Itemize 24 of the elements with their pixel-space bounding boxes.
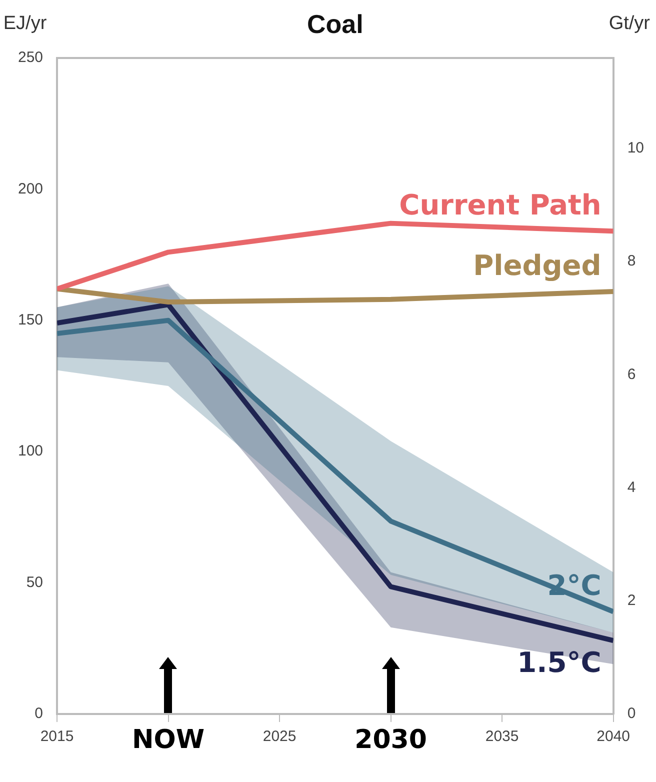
x-tick-label: 2025 (262, 728, 296, 746)
y-tick-label: 150 (18, 312, 44, 329)
series-label: Current Path (399, 188, 602, 222)
y-tick-label: 0 (34, 705, 44, 722)
y-tick-label: 200 (18, 180, 44, 198)
y2-axis-title: Gt/yr (608, 13, 651, 34)
y2-tick-label: 10 (627, 140, 644, 157)
x-tick-label: 2035 (485, 728, 519, 746)
y-axis-title: EJ/yr (3, 13, 48, 34)
series-label: Pledged (473, 248, 602, 282)
series-label: 1.5°C (517, 646, 602, 679)
x-tick-label: 2015 (40, 728, 74, 746)
y2-tick-label: 6 (627, 366, 636, 383)
y-tick-label: 250 (18, 49, 44, 66)
text: NOW (132, 724, 205, 755)
y2-tick-label: 4 (627, 478, 636, 496)
x-tick-label: 2040 (596, 728, 630, 746)
y2-tick-label: 0 (627, 705, 636, 722)
chart-title: Coal (307, 9, 364, 40)
y-tick-label: 50 (26, 574, 44, 591)
y2-tick-label: 2 (627, 592, 636, 610)
y-tick-label: 100 (18, 442, 44, 460)
text: 2030 (354, 724, 427, 755)
y2-tick-label: 8 (627, 252, 636, 270)
